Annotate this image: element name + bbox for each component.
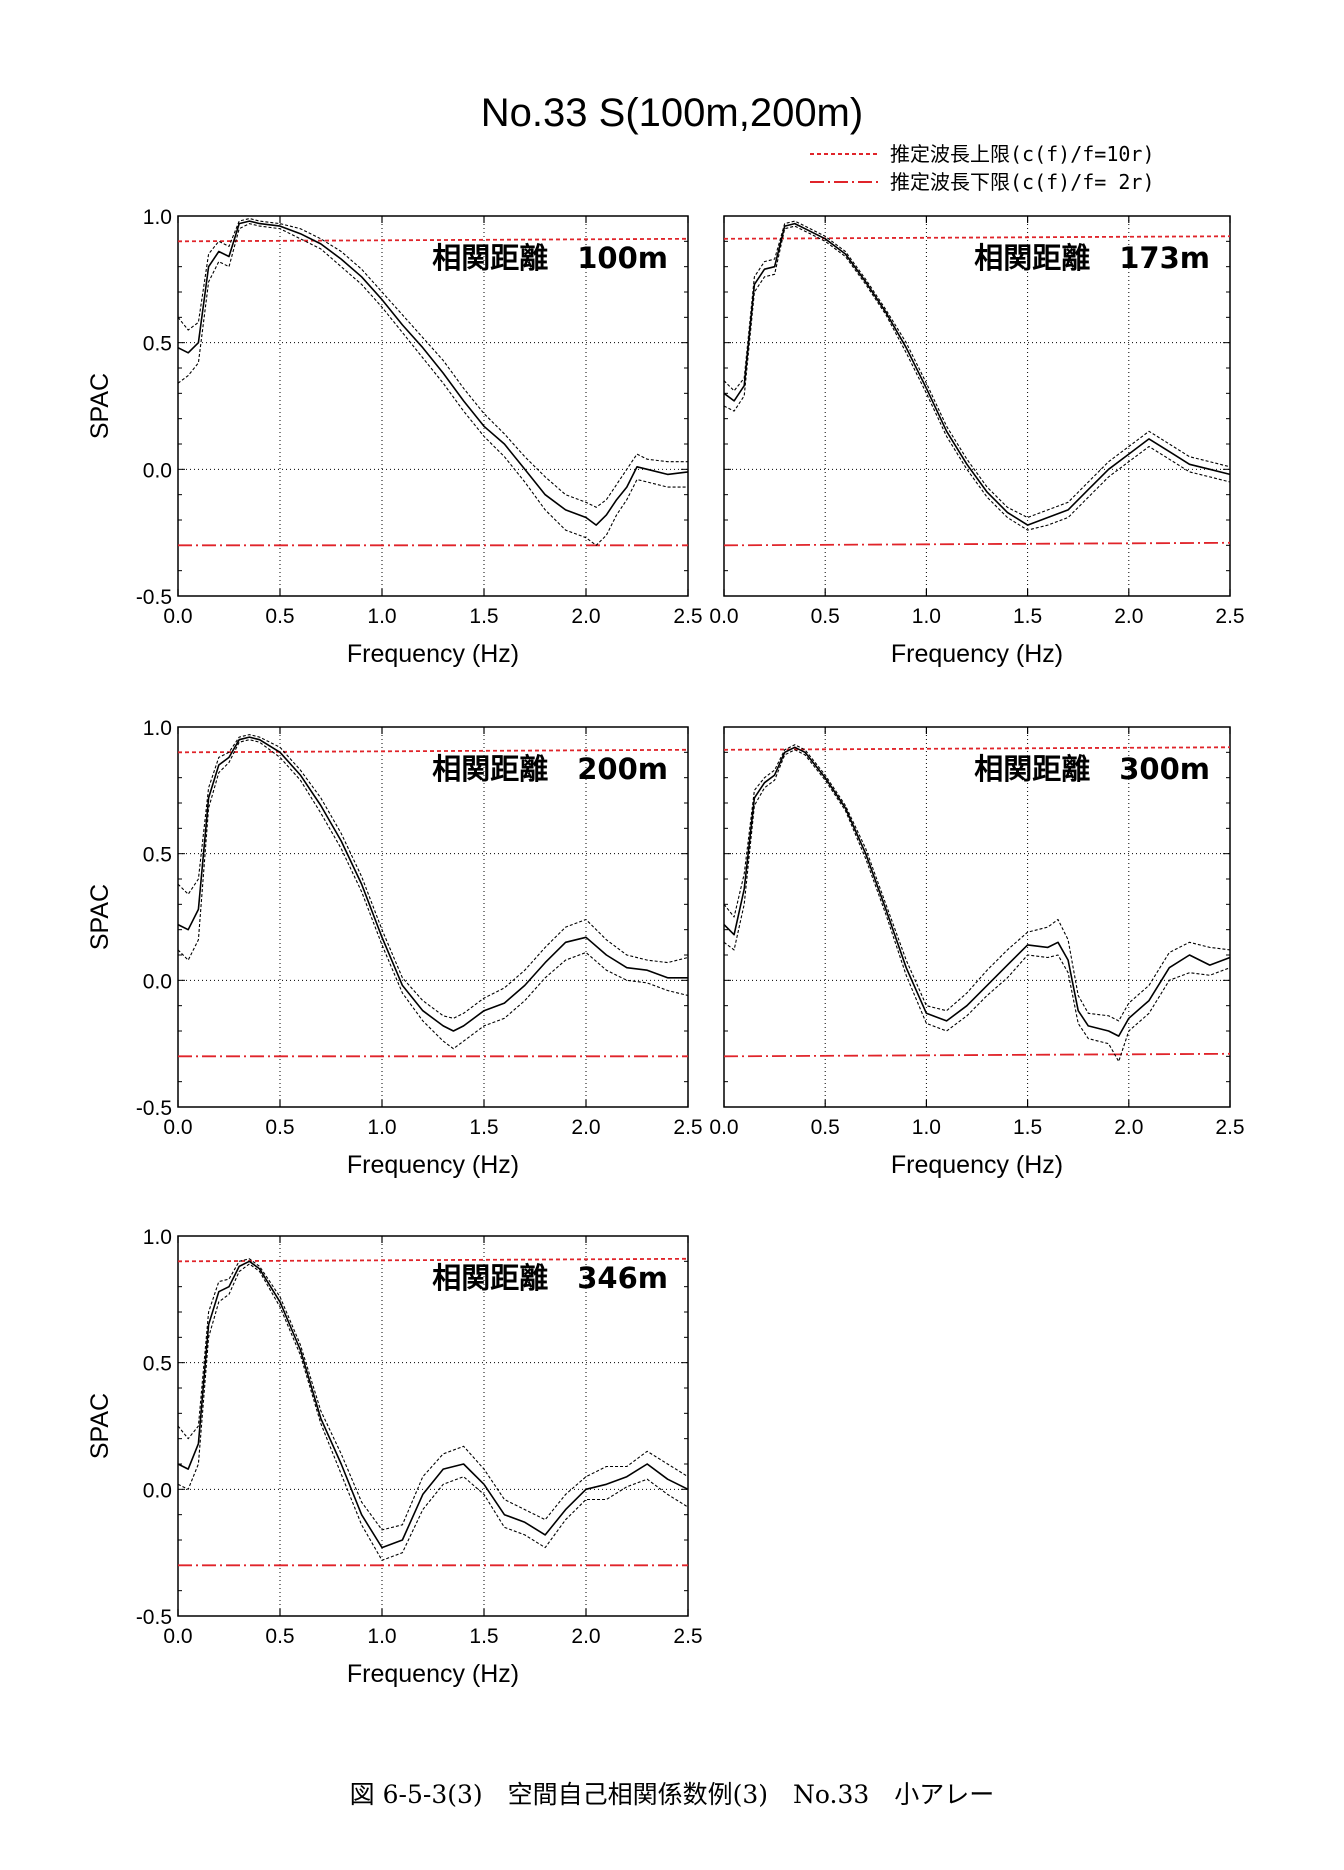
lower-wavelength-limit-line bbox=[723, 541, 1231, 547]
x-tick-label: 0.5 bbox=[811, 605, 840, 628]
figure-caption: 図 6-5-3(3) 空間自己相関係数例(3) No.33 小アレー bbox=[350, 1780, 995, 1809]
y-tick-label: -0.5 bbox=[136, 586, 172, 609]
y-tick-label: 0.0 bbox=[143, 970, 172, 993]
x-tick-label: 0.0 bbox=[709, 605, 738, 628]
x-tick-label: 2.0 bbox=[571, 1116, 600, 1139]
chart-panel-4: 0.0 0.5 1.0 1.5 2.0 2.5 Frequency (Hz) 相関距離 300… bbox=[709, 726, 1245, 1179]
spac-lower-bound-line bbox=[723, 225, 1231, 531]
upper-wavelength-limit-line bbox=[177, 748, 689, 754]
panel-title: 相関距離 346m bbox=[432, 1261, 668, 1295]
x-tick-label: 2.5 bbox=[1215, 605, 1244, 628]
chart-panel-2: 0.0 0.5 1.0 1.5 2.0 2.5 Frequency (Hz) 相関距離 173… bbox=[709, 215, 1245, 668]
spac-upper-bound-line bbox=[177, 734, 689, 1019]
x-axis-label: Frequency (Hz) bbox=[891, 1151, 1063, 1179]
x-tick-label: 1.0 bbox=[367, 1116, 396, 1139]
y-tick-label: 1.0 bbox=[143, 206, 172, 229]
x-tick-label: 2.0 bbox=[571, 1625, 600, 1648]
plot-frame bbox=[723, 726, 1231, 1108]
x-axis-label: Frequency (Hz) bbox=[347, 1660, 519, 1688]
spac-upper-bound-line bbox=[723, 744, 1231, 1022]
spac-mean-line bbox=[177, 736, 688, 1032]
y-tick-label: 0.0 bbox=[143, 459, 172, 482]
spac-mean-line bbox=[723, 222, 1231, 526]
x-tick-label: 2.5 bbox=[1215, 1116, 1244, 1139]
panel-title: 相関距離 173m bbox=[974, 241, 1210, 275]
x-tick-label: 2.5 bbox=[673, 1116, 702, 1139]
x-tick-label: 1.0 bbox=[367, 605, 396, 628]
upper-wavelength-limit-line bbox=[177, 1257, 689, 1263]
upper-wavelength-limit-line bbox=[723, 746, 1231, 751]
x-tick-label: 1.5 bbox=[1013, 605, 1042, 628]
y-axis-label: SPAC bbox=[86, 1393, 114, 1459]
y-tick-label: 0.0 bbox=[143, 1479, 172, 1502]
x-tick-label: 0.5 bbox=[811, 1116, 840, 1139]
x-tick-label: 0.0 bbox=[163, 605, 192, 628]
y-axis-label: SPAC bbox=[86, 884, 114, 950]
y-tick-label: 1.0 bbox=[143, 717, 172, 740]
chart-panel-1: 0.0 0.5 1.0 1.5 2.0 2.5-0.50.00.51.0Frequency… bbox=[86, 206, 703, 668]
spac-lower-bound-line bbox=[723, 749, 1231, 1062]
x-tick-label: 1.5 bbox=[469, 1116, 498, 1139]
y-tick-label: 0.5 bbox=[143, 844, 172, 867]
legend-upper-limit-label: 推定波長上限(c(f)/f=10r) bbox=[890, 142, 1155, 166]
x-tick-label: 2.5 bbox=[673, 1625, 702, 1648]
spac-mean-line bbox=[723, 746, 1231, 1037]
x-tick-label: 2.0 bbox=[1114, 1116, 1143, 1139]
x-tick-label: 0.5 bbox=[265, 605, 294, 628]
spac-upper-bound-line bbox=[177, 1258, 689, 1531]
spac-lower-bound-line bbox=[177, 1263, 689, 1561]
x-axis-label: Frequency (Hz) bbox=[347, 640, 519, 668]
x-tick-label: 1.0 bbox=[367, 1625, 396, 1648]
x-axis-label: Frequency (Hz) bbox=[891, 640, 1063, 668]
panel-title: 相関距離 200m bbox=[432, 752, 668, 786]
x-tick-label: 0.0 bbox=[163, 1116, 192, 1139]
y-tick-label: 0.5 bbox=[143, 333, 172, 356]
x-tick-label: 1.5 bbox=[469, 1625, 498, 1648]
x-tick-label: 1.0 bbox=[912, 605, 941, 628]
panel-title: 相関距離 300m bbox=[974, 752, 1210, 786]
spac-mean-line bbox=[177, 1260, 689, 1549]
y-axis-label: SPAC bbox=[86, 373, 114, 439]
plot-frame bbox=[177, 215, 689, 597]
y-tick-label: 0.5 bbox=[143, 1353, 172, 1376]
x-tick-label: 1.5 bbox=[469, 605, 498, 628]
spac-mean-line bbox=[177, 220, 689, 526]
x-tick-label: 0.5 bbox=[265, 1116, 294, 1139]
y-tick-label: -0.5 bbox=[136, 1606, 172, 1629]
x-tick-label: 2.5 bbox=[673, 605, 702, 628]
spac-lower-bound-line bbox=[177, 223, 688, 546]
panel-title: 相関距離 100m bbox=[432, 241, 668, 275]
x-tick-label: 1.0 bbox=[912, 1116, 941, 1139]
x-axis-label: Frequency (Hz) bbox=[347, 1151, 519, 1179]
x-tick-label: 2.0 bbox=[1114, 605, 1143, 628]
legend: 推定波長上限(c(f)/f=10r) 推定波長下限(c(f)/f= 2r) bbox=[810, 142, 1155, 194]
upper-wavelength-limit-line bbox=[723, 235, 1231, 240]
lower-wavelength-limit-line bbox=[723, 1052, 1231, 1058]
x-tick-label: 2.0 bbox=[571, 605, 600, 628]
chart-panels: 0.0 0.5 1.0 1.5 2.0 2.5-0.50.00.51.0Frequency… bbox=[86, 206, 1245, 1688]
plot-frame bbox=[177, 726, 689, 1108]
spac-lower-bound-line bbox=[177, 739, 689, 1050]
upper-wavelength-limit-line bbox=[177, 237, 689, 243]
x-tick-label: 0.0 bbox=[709, 1116, 738, 1139]
x-tick-label: 0.0 bbox=[163, 1625, 192, 1648]
figure-title: No.33 S(100m,200m) bbox=[481, 91, 863, 135]
x-tick-label: 0.5 bbox=[265, 1625, 294, 1648]
chart-panel-5: 0.0 0.5 1.0 1.5 2.0 2.5-0.50.00.51.0Frequency… bbox=[86, 1226, 703, 1688]
legend-lower-limit-label: 推定波長下限(c(f)/f= 2r) bbox=[890, 170, 1155, 194]
y-tick-label: 1.0 bbox=[143, 1226, 172, 1249]
y-tick-label: -0.5 bbox=[136, 1097, 172, 1120]
spac-upper-bound-line bbox=[723, 220, 1231, 519]
x-tick-label: 1.5 bbox=[1013, 1116, 1042, 1139]
chart-panel-3: 0.0 0.5 1.0 1.5 2.0 2.5-0.50.00.51.0Frequency… bbox=[86, 717, 703, 1179]
spac-upper-bound-line bbox=[177, 217, 688, 508]
